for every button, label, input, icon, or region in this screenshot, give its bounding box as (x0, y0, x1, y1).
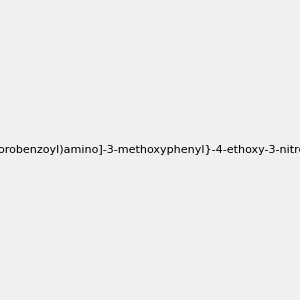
Text: N-{4-[(2-chlorobenzoyl)amino]-3-methoxyphenyl}-4-ethoxy-3-nitrobenzamide: N-{4-[(2-chlorobenzoyl)amino]-3-methoxyp… (0, 145, 300, 155)
